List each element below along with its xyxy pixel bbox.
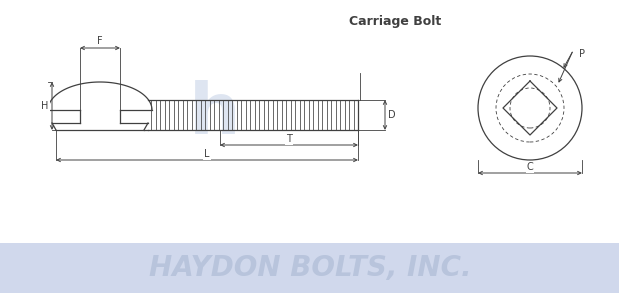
Text: H: H xyxy=(41,101,49,111)
Bar xyxy=(0,243,619,293)
Text: F: F xyxy=(97,36,103,46)
Text: HAYDON BOLTS, INC.: HAYDON BOLTS, INC. xyxy=(149,254,471,282)
Text: T: T xyxy=(286,134,292,144)
Text: D: D xyxy=(388,110,396,120)
Text: C: C xyxy=(527,162,534,172)
Text: L: L xyxy=(204,149,210,159)
Text: Carriage Bolt: Carriage Bolt xyxy=(349,16,441,28)
Text: h: h xyxy=(189,81,241,149)
Text: P: P xyxy=(579,49,585,59)
